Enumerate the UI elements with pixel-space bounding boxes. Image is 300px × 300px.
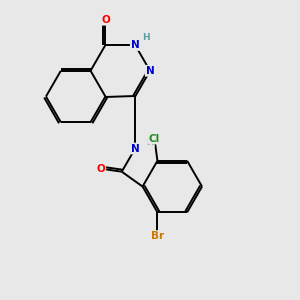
- Text: H: H: [146, 138, 154, 147]
- Text: Br: Br: [151, 231, 164, 241]
- Text: O: O: [101, 15, 110, 25]
- Text: N: N: [131, 143, 140, 154]
- Text: O: O: [97, 164, 105, 174]
- Text: N: N: [146, 66, 154, 76]
- Text: N: N: [131, 40, 140, 50]
- Text: H: H: [142, 33, 149, 42]
- Text: Cl: Cl: [149, 134, 160, 143]
